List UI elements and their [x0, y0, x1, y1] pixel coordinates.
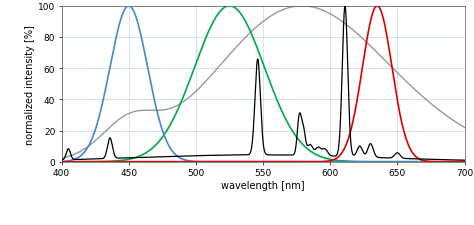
Y-axis label: normalized intensity [%]: normalized intensity [%]: [25, 25, 36, 144]
X-axis label: wavelength [nm]: wavelength [nm]: [221, 180, 305, 190]
